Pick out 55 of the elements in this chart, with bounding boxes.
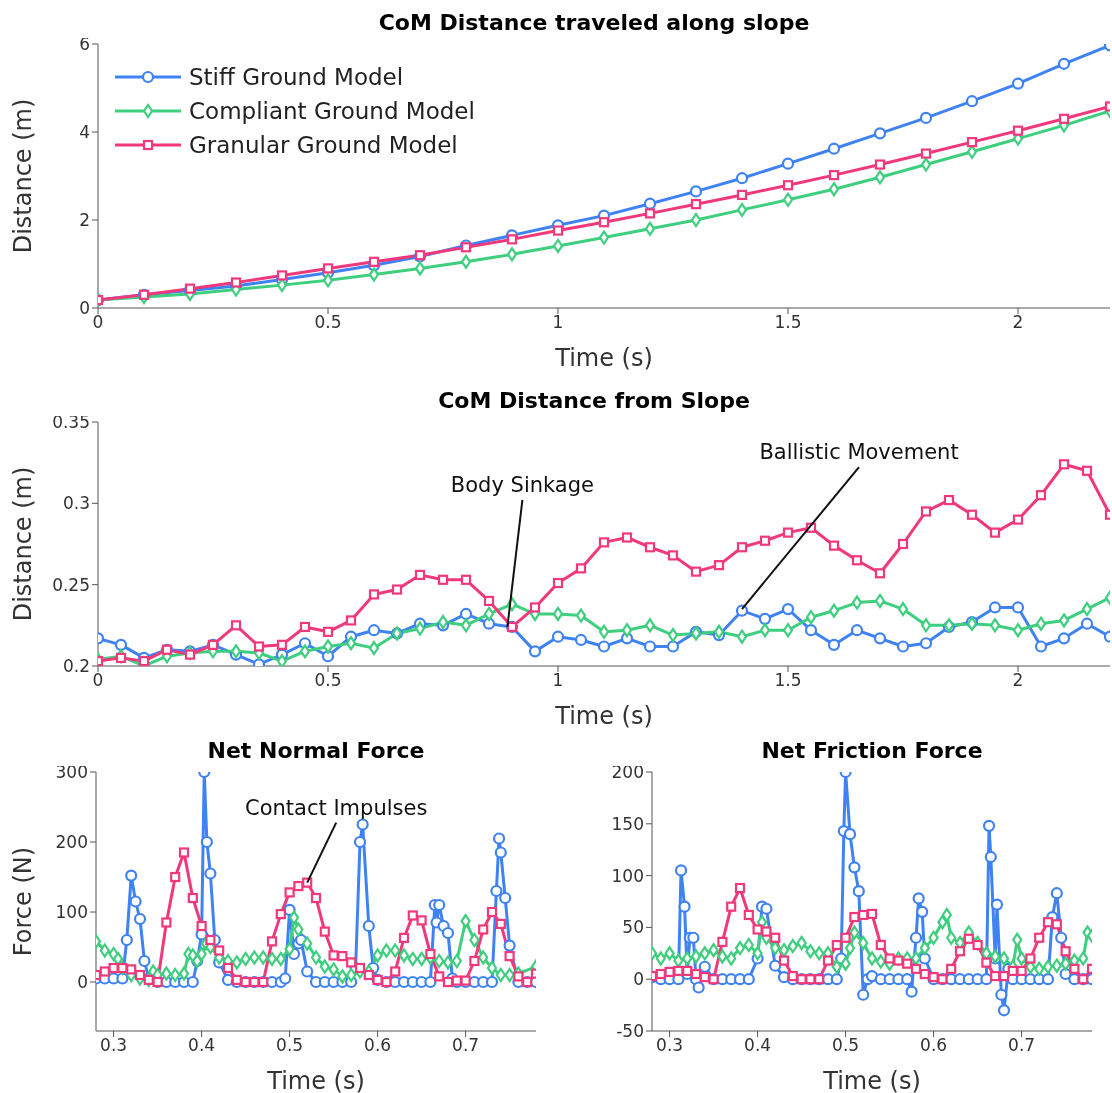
legend-label: Compliant Ground Model <box>189 97 475 126</box>
y-tick-label: 200 <box>55 832 88 853</box>
y-tick-label: 100 <box>611 865 644 886</box>
y-tick-label: 0.25 <box>52 574 90 595</box>
x-tick-label: 0.5 <box>832 1035 860 1056</box>
x-tick-label: 0.5 <box>314 312 342 333</box>
y-tick-label: 0.35 <box>52 412 90 433</box>
annotation: Ballistic Movement <box>759 440 959 465</box>
x-tick-label: 0.5 <box>276 1035 304 1056</box>
y-tick-label: 150 <box>611 813 644 834</box>
x-tick-label: 0.6 <box>364 1035 392 1056</box>
y-tick-label: 100 <box>55 902 88 923</box>
y-axis-title: Distance (m) <box>8 98 37 254</box>
legend-label: Granular Ground Model <box>189 131 458 160</box>
annotation: Body Sinkage <box>450 472 594 497</box>
x-tick-label: 0.3 <box>100 1035 128 1056</box>
x-tick-label: 0.6 <box>920 1035 948 1056</box>
annotation: Contact Impulses <box>245 795 428 820</box>
x-tick-label: 1 <box>552 670 564 691</box>
y-axis-title: Distance (m) <box>8 466 37 622</box>
legend-label: Stiff Ground Model <box>189 63 404 92</box>
x-axis-title: Time (s) <box>554 344 653 372</box>
y-tick-label: 50 <box>622 917 644 938</box>
chart-title: CoM Distance from Slope <box>438 388 750 413</box>
y-tick-label: 0.3 <box>62 493 90 514</box>
y-tick-label: 6 <box>79 34 90 55</box>
y-tick-label: 0 <box>79 298 90 319</box>
y-tick-label: 4 <box>79 122 90 143</box>
y-axis-title: Force (N) <box>8 846 37 957</box>
x-tick-label: 1.5 <box>774 670 802 691</box>
x-axis-title: Time (s) <box>266 1067 365 1093</box>
y-tick-label: 0.2 <box>62 656 90 677</box>
x-tick-label: 0.5 <box>314 670 342 691</box>
x-axis-title: Time (s) <box>822 1067 921 1093</box>
x-tick-label: 0.7 <box>452 1035 480 1056</box>
x-tick-label: 0.4 <box>188 1035 216 1056</box>
x-tick-label: 2 <box>1012 670 1024 691</box>
x-tick-label: 2 <box>1012 312 1024 333</box>
chart-title: Net Normal Force <box>207 738 425 763</box>
x-tick-label: 0 <box>92 312 104 333</box>
x-tick-label: 0.4 <box>744 1035 772 1056</box>
x-tick-label: 0.7 <box>1008 1035 1036 1056</box>
y-tick-label: 200 <box>611 762 644 783</box>
x-axis-title: Time (s) <box>554 702 653 730</box>
x-tick-label: 0 <box>92 670 104 691</box>
y-tick-label: 2 <box>79 210 90 231</box>
y-tick-label: 0 <box>633 969 644 990</box>
y-tick-label: 300 <box>55 762 88 783</box>
x-tick-label: 1.5 <box>774 312 802 333</box>
chart-title: Net Friction Force <box>761 738 983 763</box>
y-tick-label: 0 <box>77 972 88 993</box>
y-tick-label: -50 <box>616 1021 644 1042</box>
x-tick-label: 1 <box>552 312 564 333</box>
x-tick-label: 0.3 <box>656 1035 684 1056</box>
chart-title: CoM Distance traveled along slope <box>378 10 810 35</box>
